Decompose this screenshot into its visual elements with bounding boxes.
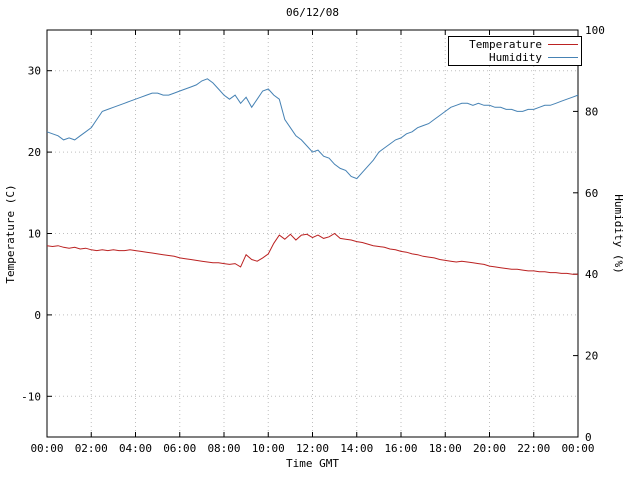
x-tick-label: 06:00 — [163, 442, 196, 455]
x-tick-label: 12:00 — [296, 442, 329, 455]
right-tick-label: 40 — [585, 268, 598, 281]
x-tick-label: 20:00 — [473, 442, 506, 455]
legend-item-humidity: Humidity — [452, 51, 578, 64]
x-tick-label: 22:00 — [517, 442, 550, 455]
right-tick-label: 80 — [585, 105, 598, 118]
x-tick-label: 04:00 — [119, 442, 152, 455]
right-tick-label: 100 — [585, 24, 605, 37]
x-tick-label: 02:00 — [75, 442, 108, 455]
legend-label-humidity: Humidity — [489, 51, 542, 64]
x-tick-label: 18:00 — [429, 442, 462, 455]
right-tick-label: 20 — [585, 350, 598, 363]
left-tick-label: 20 — [28, 146, 41, 159]
x-tick-label: 14:00 — [340, 442, 373, 455]
humidity-line-sample — [548, 57, 578, 58]
plot-border — [46, 29, 579, 438]
x-tick-label: 08:00 — [207, 442, 240, 455]
right-y-axis-label: Humidity (%) — [612, 194, 625, 274]
left-y-axis-label: Temperature (C) — [4, 184, 17, 284]
left-tick-label: 10 — [28, 228, 41, 241]
left-tick-label: 30 — [28, 65, 41, 78]
x-tick-label: 00:00 — [30, 442, 63, 455]
right-tick-label: 60 — [585, 187, 598, 200]
temperature-line — [46, 232, 578, 275]
right-tick-label: 0 — [585, 431, 592, 444]
legend-item-temperature: Temperature — [452, 38, 578, 51]
temperature-line-sample — [548, 44, 578, 45]
x-axis-label: Time GMT — [286, 457, 339, 470]
x-tick-label: 00:00 — [561, 442, 594, 455]
humidity-line — [46, 78, 579, 180]
left-tick-label: -10 — [21, 390, 41, 403]
left-tick-label: 0 — [34, 309, 41, 322]
chart-title: 06/12/08 — [286, 6, 339, 19]
x-tick-label: 10:00 — [252, 442, 285, 455]
x-tick-label: 16:00 — [384, 442, 417, 455]
legend: Temperature Humidity — [448, 36, 582, 66]
legend-label-temperature: Temperature — [469, 38, 542, 51]
